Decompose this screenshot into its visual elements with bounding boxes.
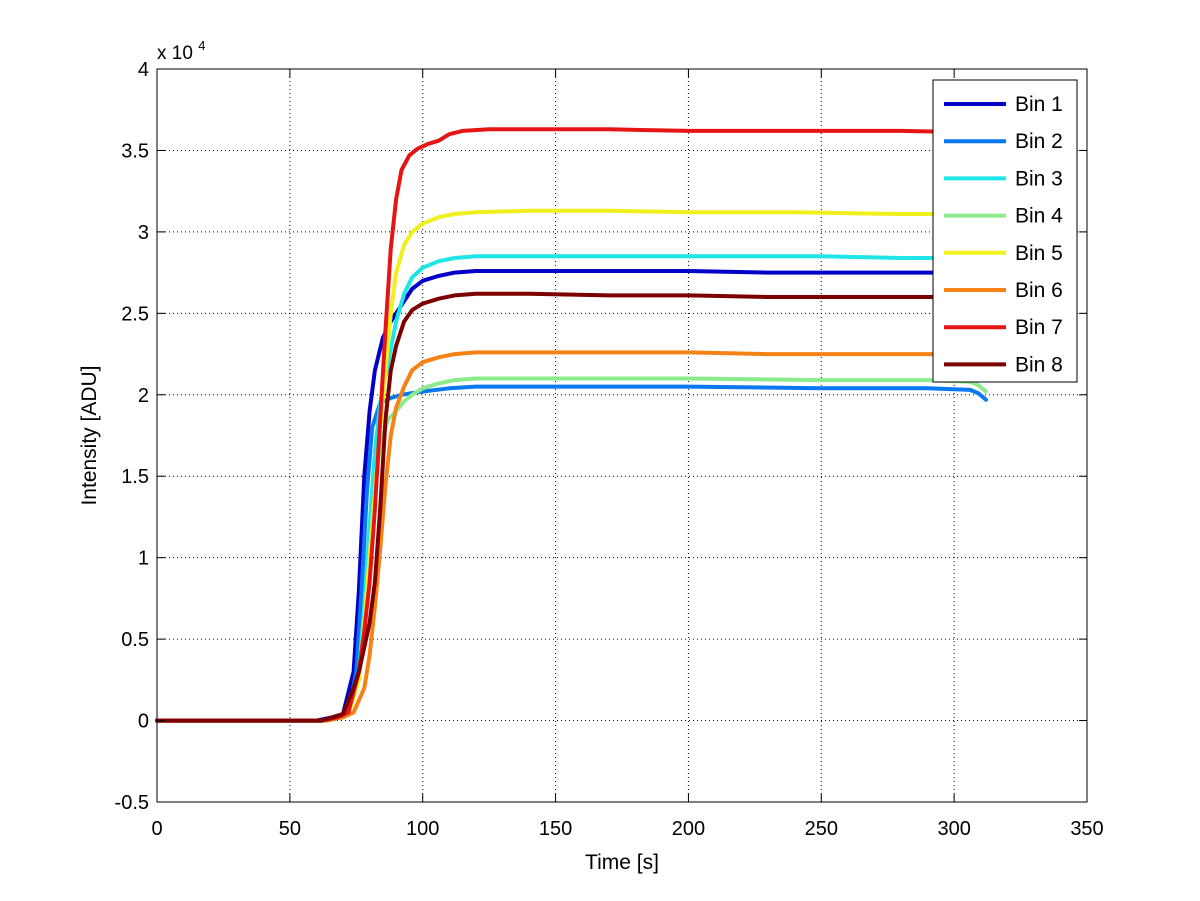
x-tick-label: 100: [406, 818, 439, 840]
plot-series: [155, 127, 988, 723]
x-tick-label: 250: [805, 818, 838, 840]
legend-label-bin-3: Bin 3: [1015, 167, 1063, 190]
series-line-bin-6: [155, 350, 983, 723]
y-tick-label: -0.5: [115, 792, 149, 814]
y-tick-label: 2: [138, 385, 149, 407]
legend-label-bin-7: Bin 7: [1015, 316, 1063, 339]
axis-ticks: 0 50 100 150 200 250 300 350-0.500.511.522.533.…: [115, 59, 1104, 840]
y-axis-exponent-power: 4: [198, 38, 205, 53]
y-tick-label: 3: [138, 222, 149, 244]
y-tick-label: 1.5: [121, 466, 149, 488]
y-tick-label: 0: [138, 711, 149, 733]
legend-label-bin-5: Bin 5: [1015, 242, 1063, 265]
legend: Bin 1 Bin 2 Bin 3 Bin 4 Bin 5 Bin 6 Bin 7 Bin 8: [932, 79, 1078, 383]
legend-label-bin-1: Bin 1: [1015, 93, 1063, 116]
x-tick-label: 350: [1070, 818, 1103, 840]
y-axis-exponent-base: x 10: [157, 43, 193, 64]
series-line-bin-1: [155, 269, 983, 723]
y-axis-exponent: x 10 4: [157, 38, 205, 64]
x-tick-label: 200: [672, 818, 705, 840]
x-tick-label: 300: [937, 818, 970, 840]
legend-label-bin-6: Bin 6: [1015, 279, 1063, 302]
y-tick-label: 1: [138, 548, 149, 570]
y-tick-label: 4: [138, 59, 149, 81]
y-tick-label: 0.5: [121, 629, 149, 651]
legend-label-bin-4: Bin 4: [1015, 205, 1063, 228]
y-axis-label: Intensity [ADU]: [78, 365, 101, 505]
series-line-bin-8: [155, 291, 983, 723]
x-axis-label: Time [s]: [585, 851, 659, 874]
legend-label-bin-2: Bin 2: [1015, 130, 1063, 153]
axes-frame: [156, 68, 1088, 803]
legend-box: [932, 79, 1078, 383]
x-tick-label: 50: [279, 818, 301, 840]
y-tick-label: 2.5: [121, 303, 149, 325]
y-tick-label: 3.5: [121, 140, 149, 162]
x-tick-label: 150: [539, 818, 572, 840]
x-tick-label: 0: [151, 818, 162, 840]
legend-label-bin-8: Bin 8: [1015, 353, 1063, 376]
grid-lines: [157, 69, 1087, 802]
